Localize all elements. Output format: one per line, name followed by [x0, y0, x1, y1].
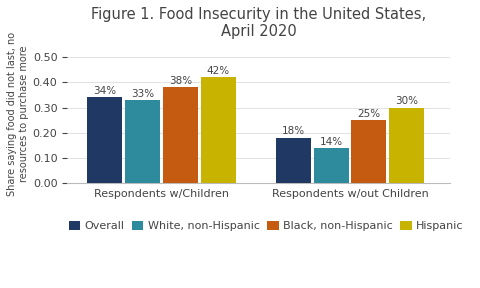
Text: 30%: 30% [395, 96, 418, 106]
Text: 18%: 18% [282, 126, 305, 137]
Bar [314, 148, 349, 183]
Text: 42%: 42% [206, 66, 229, 76]
Bar [389, 107, 424, 183]
Y-axis label: Share saying food did not last, no
resources to purchase more: Share saying food did not last, no resou… [7, 32, 28, 196]
Bar [163, 88, 198, 183]
Text: 34%: 34% [93, 86, 117, 96]
Legend: Overall, White, non-Hispanic, Black, non-Hispanic, Hispanic: Overall, White, non-Hispanic, Black, non… [64, 216, 468, 236]
Text: 33%: 33% [131, 89, 154, 99]
Text: 14%: 14% [320, 137, 343, 147]
Bar [125, 100, 160, 183]
Bar [276, 138, 311, 183]
Title: Figure 1. Food Insecurity in the United States,
April 2020: Figure 1. Food Insecurity in the United … [91, 7, 426, 39]
Bar [87, 98, 122, 183]
Bar [201, 77, 236, 183]
Text: 38%: 38% [169, 76, 192, 86]
Text: 25%: 25% [358, 109, 381, 119]
Bar [351, 120, 386, 183]
